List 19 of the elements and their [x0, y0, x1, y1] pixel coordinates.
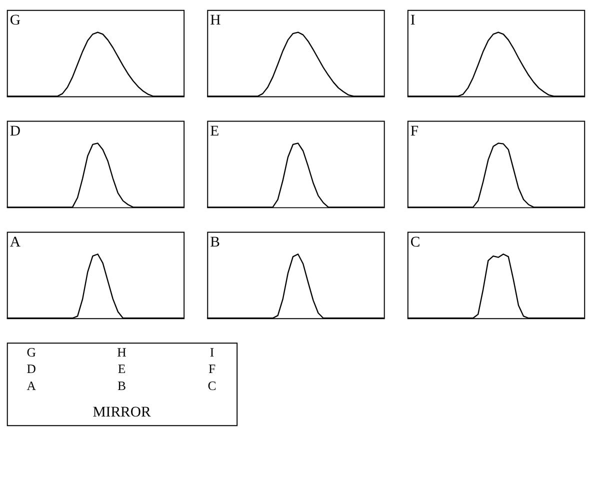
chart-title: D	[10, 124, 21, 140]
text: B	[117, 378, 126, 393]
chart-title: F	[410, 124, 419, 140]
text: G	[26, 345, 36, 360]
chart-title: H	[210, 12, 222, 29]
chart-title: B	[210, 234, 220, 250]
text: I	[210, 345, 214, 360]
text: F	[208, 362, 216, 376]
text: D	[26, 362, 36, 376]
chart-title: A	[10, 234, 21, 250]
text: MIRROR	[92, 404, 151, 420]
text: E	[118, 362, 126, 376]
chart-title: G	[10, 12, 21, 29]
text: C	[208, 378, 216, 393]
text: A	[26, 378, 37, 393]
chart-title: E	[210, 124, 220, 140]
chart-title: I	[410, 12, 416, 29]
chart-title: C	[410, 234, 420, 250]
text: H	[117, 345, 126, 360]
